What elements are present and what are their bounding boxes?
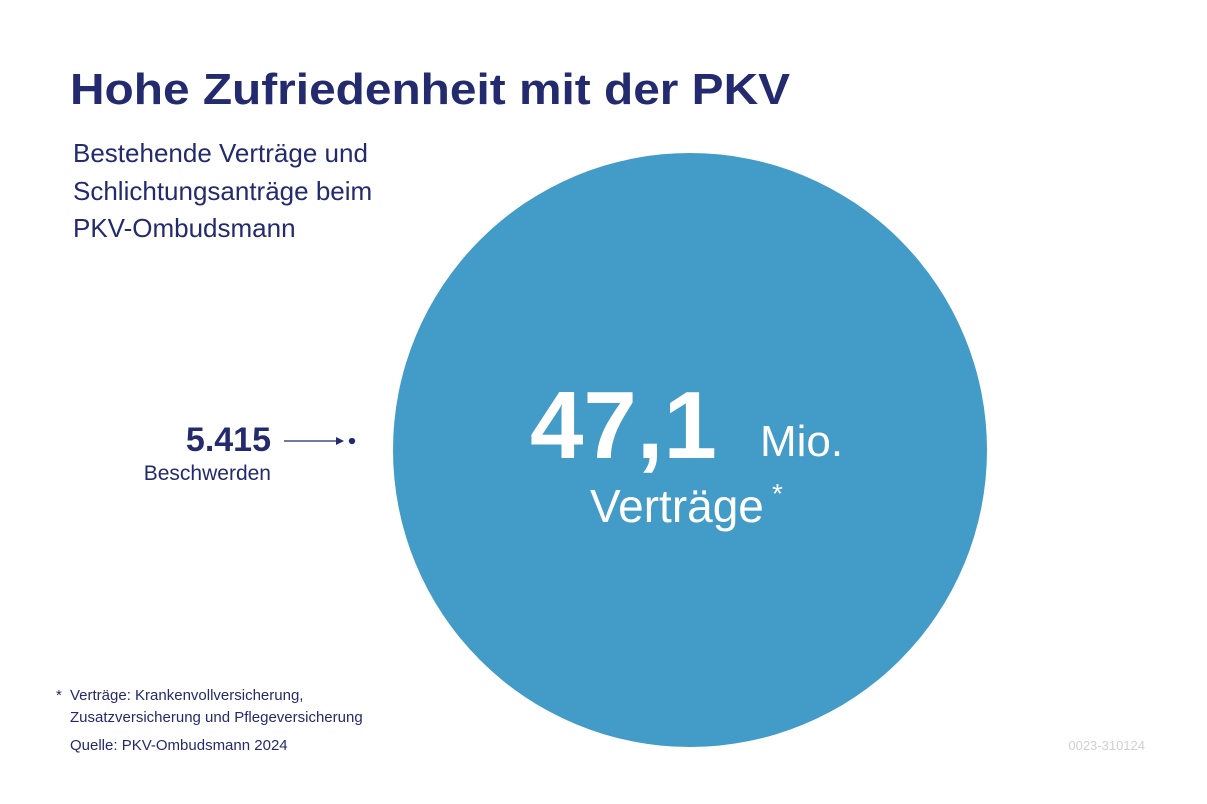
code: 0023-310124: [1068, 738, 1145, 753]
value-label: 5.415: [186, 421, 271, 459]
arrow-head: [336, 437, 344, 445]
unit-label: Mio.: [760, 417, 843, 466]
value-label: 47,1: [530, 372, 717, 479]
footnote-marker: *: [56, 687, 62, 704]
bubbles: [348, 153, 987, 747]
subtitle-line: Schlichtungsanträge beim: [73, 176, 372, 206]
category-label: Beschwerden: [144, 462, 271, 485]
footnote-line: Verträge: Krankenvollversicherung,: [70, 687, 303, 704]
footnote-line: Zusatzversicherung und Pflegeversicherun…: [70, 709, 363, 726]
category-label: Verträge: [590, 480, 764, 532]
subtitle-line: Bestehende Verträge und: [73, 138, 368, 168]
footnote-marker: *: [772, 478, 783, 509]
chart-title: Hohe Zufriedenheit mit der PKV: [70, 65, 791, 114]
bubble: [348, 437, 356, 445]
subtitle-line: PKV-Ombudsmann: [73, 213, 296, 243]
bubble: [393, 153, 987, 747]
source: Quelle: PKV-Ombudsmann 2024: [70, 737, 288, 754]
